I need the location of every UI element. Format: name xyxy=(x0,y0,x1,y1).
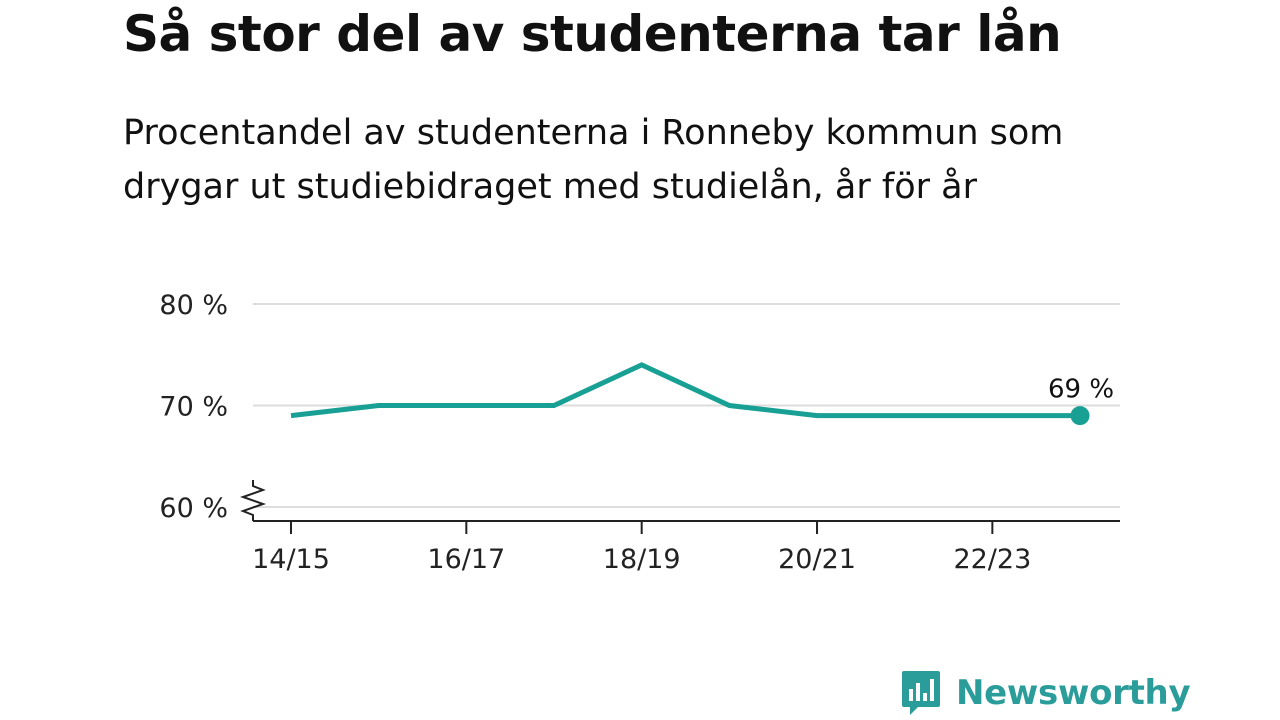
y-tick-label: 70 % xyxy=(159,392,228,423)
series-line xyxy=(290,362,1080,419)
axis-break-icon xyxy=(239,480,267,521)
x-tick-label: 22/23 xyxy=(953,544,1031,575)
chart-title: Så stor del av studenterna tar lån xyxy=(123,5,1062,63)
brand-name: Newsworthy xyxy=(956,673,1191,713)
x-tick-label: 16/17 xyxy=(427,544,505,575)
x-tick-label: 18/19 xyxy=(603,544,681,575)
y-tick-label: 60 % xyxy=(159,493,228,524)
end-value-label: 69 % xyxy=(1048,375,1114,405)
newsworthy-logo: Newsworthy xyxy=(900,668,1191,718)
bar-chart-speech-bubble-icon xyxy=(902,671,940,715)
end-point-marker xyxy=(1070,406,1090,426)
y-tick-label: 80 % xyxy=(159,290,228,321)
x-tick-label: 14/15 xyxy=(252,544,330,575)
chart-subtitle: Procentandel av studenterna i Ronneby ko… xyxy=(123,113,1064,207)
x-tick-label: 20/21 xyxy=(778,544,856,575)
